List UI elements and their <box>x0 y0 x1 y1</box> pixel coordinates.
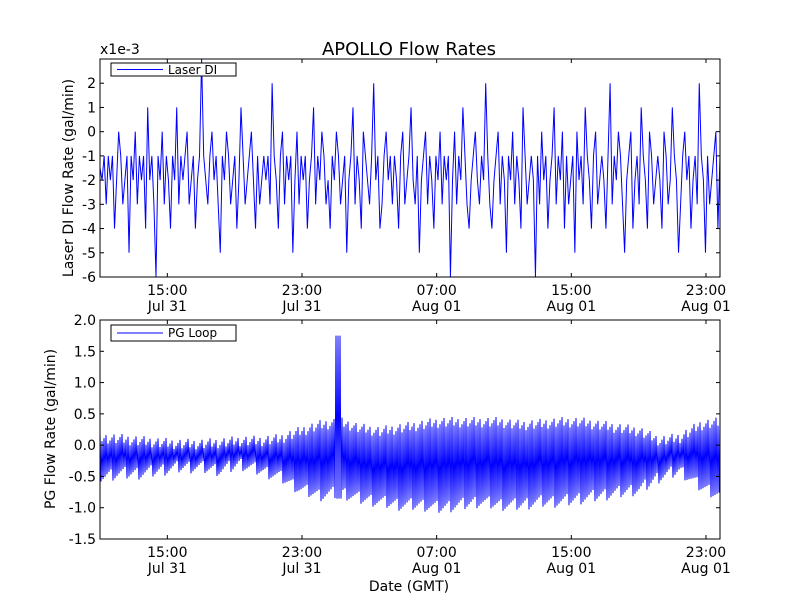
laser-di-xtick-time: 23:00 <box>686 283 726 299</box>
pg-loop-xtick-time: 23:00 <box>282 545 322 561</box>
pg-loop-xtick-time: 15:00 <box>147 545 187 561</box>
laser-di-legend-box <box>110 62 237 77</box>
laser-di-y-axis-label: Laser DI Flow Rate (gal/min) <box>61 79 77 277</box>
pg-loop-legend-box <box>110 324 237 342</box>
pg-loop-xtick-date: Aug 01 <box>547 561 597 577</box>
pg-loop-ytick-label: 0.5 <box>74 407 96 423</box>
pg-loop-xtick-date: Aug 01 <box>412 561 462 577</box>
laser-di-ytick-label: 1 <box>87 100 96 116</box>
laser-di-xtick-date: Aug 01 <box>681 299 731 315</box>
laser-di-ytick-label: -4 <box>82 222 96 238</box>
laser-di-xtick-date: Aug 01 <box>412 299 462 315</box>
laser-di-legend-label: Laser DI <box>168 63 217 77</box>
pg-loop-legend-label: PG Loop <box>168 326 217 340</box>
x-axis-label: Date (GMT) <box>369 579 449 595</box>
laser-di-xtick-date: Aug 01 <box>547 299 597 315</box>
pg-loop-ytick-label: 1.0 <box>74 376 96 392</box>
laser-di-ytick-label: -2 <box>82 173 96 189</box>
laser-di-ytick-label: -3 <box>82 197 96 213</box>
laser-di-xtick-time: 23:00 <box>282 283 322 299</box>
pg-loop-xtick-date: Aug 01 <box>681 561 731 577</box>
laser-di-ytick-label: 0 <box>87 125 96 141</box>
laser-di-xtick-time: 15:00 <box>147 283 187 299</box>
pg-loop-xtick-date: Jul 31 <box>281 561 321 577</box>
laser-di-xtick-time: 15:00 <box>551 283 591 299</box>
plot-pg-loop: PG Flow Rate (gal/min) 2.0 1.5 1.0 0.5 0.0 -0… <box>43 313 721 548</box>
pg-loop-xtick-time: 23:00 <box>686 545 726 561</box>
pg-loop-axes-frame <box>99 319 721 540</box>
laser-di-ytick-label: 2 <box>87 76 96 92</box>
pg-loop-ytick-label: 1.5 <box>74 344 96 360</box>
pg-loop-ytick-label: -1.5 <box>69 532 96 548</box>
laser-di-axes-frame <box>99 58 721 278</box>
figure-title: APOLLO Flow Rates <box>322 39 496 60</box>
laser-di-y-multiplier: x1e-3 <box>100 42 140 58</box>
pg-loop-ytick-label: -1.0 <box>69 501 96 517</box>
pg-loop-line <box>99 335 721 513</box>
pg-loop-xtick-date: Jul 31 <box>147 561 187 577</box>
pg-loop-ytick-label: 2.0 <box>74 313 96 329</box>
pg-loop-legend: PG Loop <box>110 324 237 342</box>
laser-di-xtick-date: Jul 31 <box>281 299 321 315</box>
pg-loop-xtick-time: 07:00 <box>416 545 456 561</box>
laser-di-series-layer <box>99 58 721 278</box>
laser-di-legend: Laser DI <box>110 62 237 77</box>
laser-di-xtick-time: 07:00 <box>416 283 456 299</box>
pg-loop-ytick-label: -0.5 <box>69 469 96 485</box>
pg-loop-series-layer <box>99 335 721 513</box>
laser-di-xtick-date: Jul 31 <box>147 299 187 315</box>
pg-loop-xtick-time: 15:00 <box>551 545 591 561</box>
laser-di-line <box>99 58 721 278</box>
laser-di-ytick-label: -6 <box>82 270 96 286</box>
laser-di-ytick-label: -1 <box>82 149 96 165</box>
pg-loop-ticks-layer: 2.0 1.5 1.0 0.5 0.0 -0.5 -1.0 -1.5 <box>69 313 720 548</box>
pg-loop-ytick-label: 0.0 <box>74 438 96 454</box>
laser-di-ticks-layer: 2 1 0 -1 -2 -3 -4 -5 -6 <box>82 76 720 286</box>
pg-loop-y-axis-label: PG Flow Rate (gal/min) <box>43 349 59 509</box>
laser-di-ytick-label: -5 <box>82 246 96 262</box>
plot-laser-di: Laser DI Flow Rate (gal/min) x1e-3 2 1 0 -1… <box>61 42 721 286</box>
